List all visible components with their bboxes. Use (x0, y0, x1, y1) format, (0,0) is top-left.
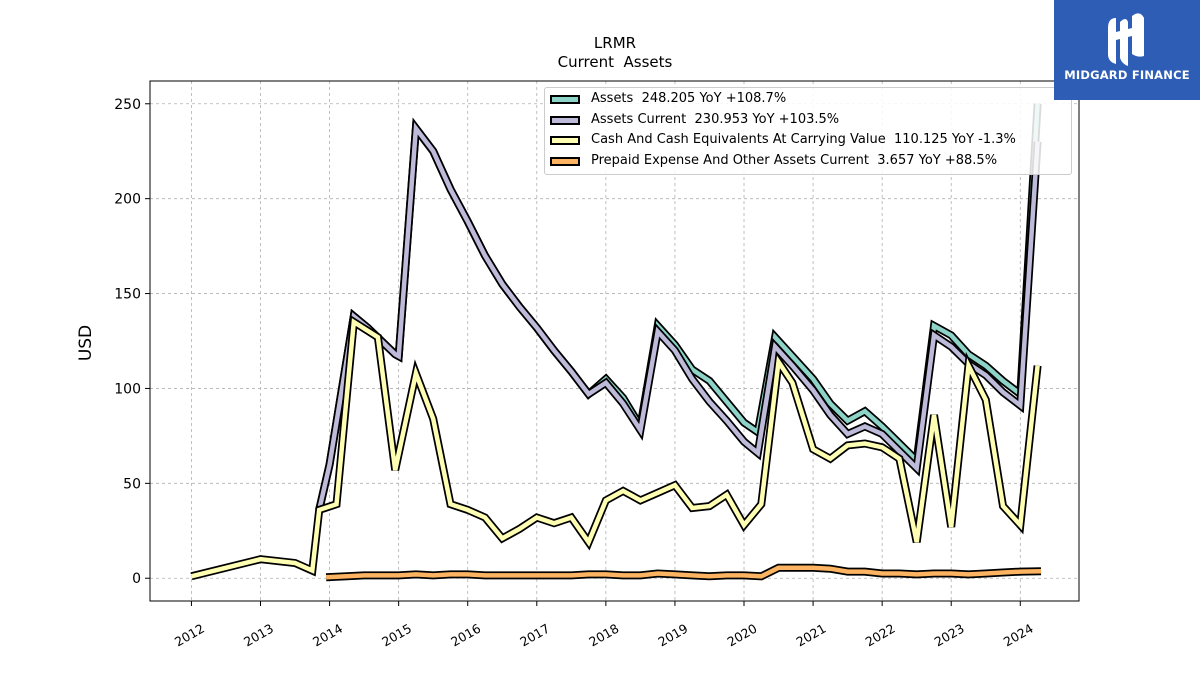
y-tick-label: 150 (114, 287, 141, 303)
x-tick-label: 2023 (932, 621, 967, 650)
y-tick-label: 100 (114, 381, 141, 397)
midgard-m-logo-icon (1108, 13, 1144, 66)
legend-swatch (550, 156, 580, 166)
y-tick-label: 250 (114, 97, 141, 113)
plot-frame (149, 80, 1080, 602)
x-tick-label: 2017 (517, 621, 552, 650)
x-tick-label: 2018 (586, 621, 621, 650)
y-tick-label: 0 (132, 571, 141, 587)
series-line (325, 563, 1042, 582)
series-stroke (317, 122, 1040, 511)
legend-swatch (550, 95, 580, 104)
x-tick-label: 2013 (241, 621, 276, 650)
x-tick-label: 2016 (448, 621, 483, 650)
legend-label: Assets Current 230.953 YoY +103.5% (591, 111, 840, 127)
x-tick-label: 2012 (172, 621, 207, 650)
x-tick-label: 2024 (1001, 621, 1036, 650)
legend-item: Cash And Cash Equivalents At Carrying Va… (545, 132, 1071, 154)
y-tick-label: 200 (114, 192, 141, 208)
series-stroke (190, 318, 1040, 579)
series-layer (190, 103, 1042, 582)
legend-swatch (550, 136, 580, 145)
x-tick-label: 2022 (863, 621, 898, 650)
y-tick-label: 50 (123, 476, 141, 492)
legend-item: Assets 248.205 YoY +108.7% (545, 91, 1071, 113)
x-axis: 2012 2013 2014 2015 2016 2017 2018 2019 2020 2021… (172, 601, 1036, 650)
brand-logo: MIDGARD FINANCE (1054, 0, 1200, 100)
legend-item: Assets Current 230.953 YoY +103.5% (545, 111, 1071, 134)
y-axis-label: USD (76, 325, 96, 361)
legend-label: Prepaid Expense And Other Assets Current… (591, 152, 998, 168)
x-tick-label: 2014 (310, 621, 345, 650)
series-line (315, 117, 1042, 511)
chart-subtitle: Current Assets (558, 53, 673, 71)
series-line (190, 315, 1042, 581)
y-axis: 0 50 100 150 200 250 (114, 97, 150, 587)
x-tick-label: 2015 (379, 621, 414, 650)
legend-label: Assets 248.205 YoY +108.7% (591, 91, 787, 106)
series-stroke (325, 565, 1042, 580)
legend-item: Prepaid Expense And Other Assets Current… (545, 152, 1071, 175)
chart-title: LRMR (594, 34, 636, 52)
brand-name: MIDGARD FINANCE (1064, 68, 1190, 82)
x-tick-label: 2019 (655, 621, 690, 650)
legend: Assets 248.205 YoY +108.7% Assets Curren… (544, 87, 1072, 175)
legend-label: Cash And Cash Equivalents At Carrying Va… (591, 132, 1016, 147)
legend-swatch (550, 115, 580, 125)
x-tick-label: 2021 (794, 621, 829, 650)
x-tick-label: 2020 (724, 621, 759, 650)
